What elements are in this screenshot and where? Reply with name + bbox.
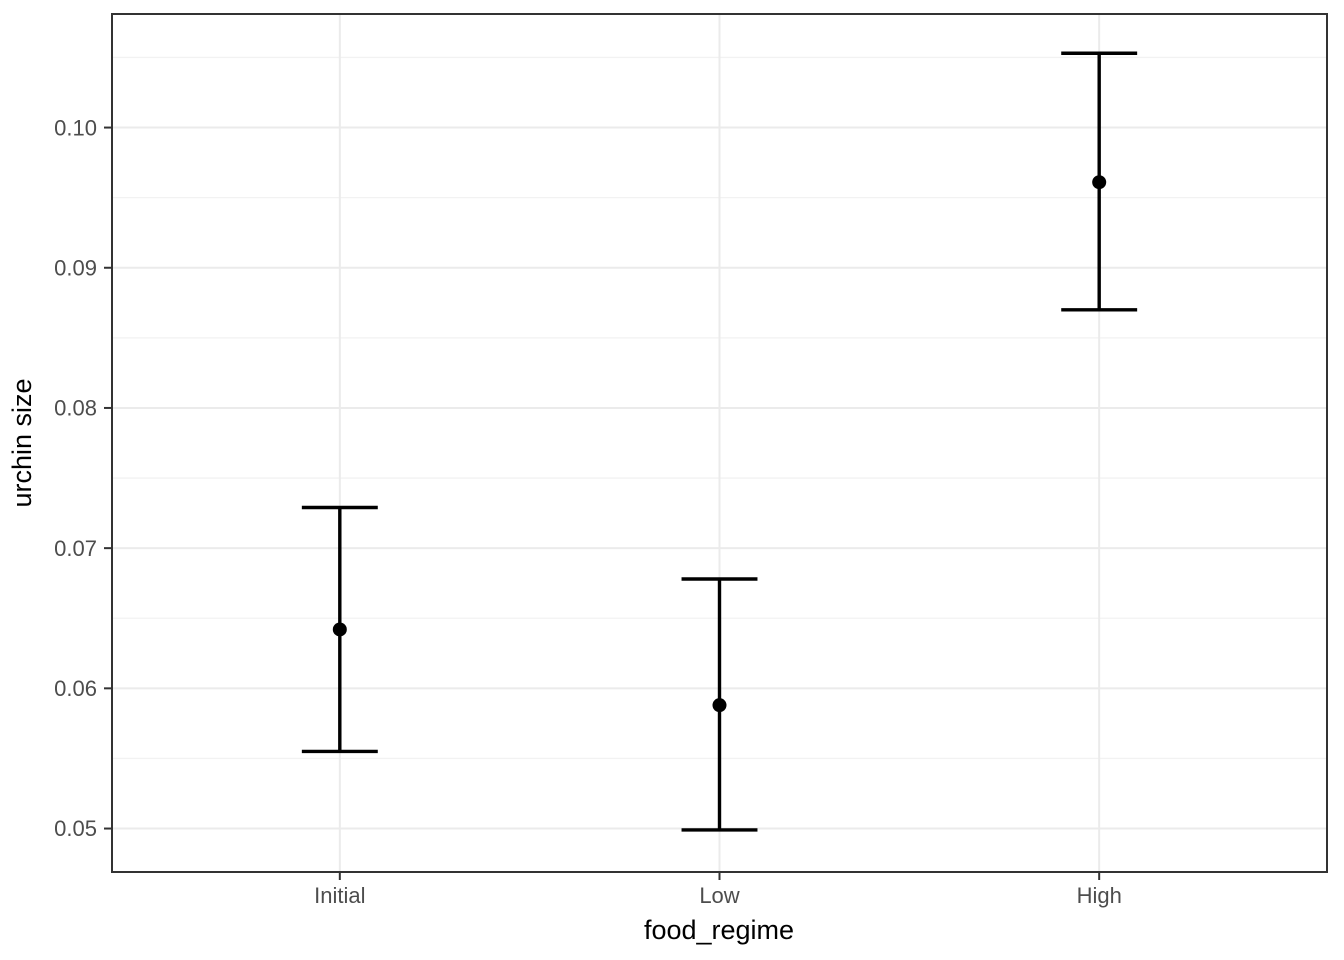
mean-point — [1092, 175, 1107, 190]
x-tick-label: Low — [699, 883, 739, 908]
axis-layer: 0.05 0.06 0.07 0.08 0.09 0.10 Initial Low High — [54, 115, 1122, 908]
y-tick-label: 0.06 — [54, 676, 97, 701]
y-tick-label: 0.05 — [54, 816, 97, 841]
y-axis-title: urchin size — [7, 378, 37, 507]
mean-point — [332, 622, 347, 637]
y-tick-label: 0.09 — [54, 255, 97, 280]
x-tick-label: Initial — [314, 883, 365, 908]
mean-point — [712, 698, 727, 713]
y-tick-label: 0.08 — [54, 396, 97, 421]
x-axis-title: food_regime — [644, 915, 794, 945]
y-tick-label: 0.07 — [54, 536, 97, 561]
x-tick-label: High — [1077, 883, 1122, 908]
y-tick-label: 0.10 — [54, 115, 97, 140]
